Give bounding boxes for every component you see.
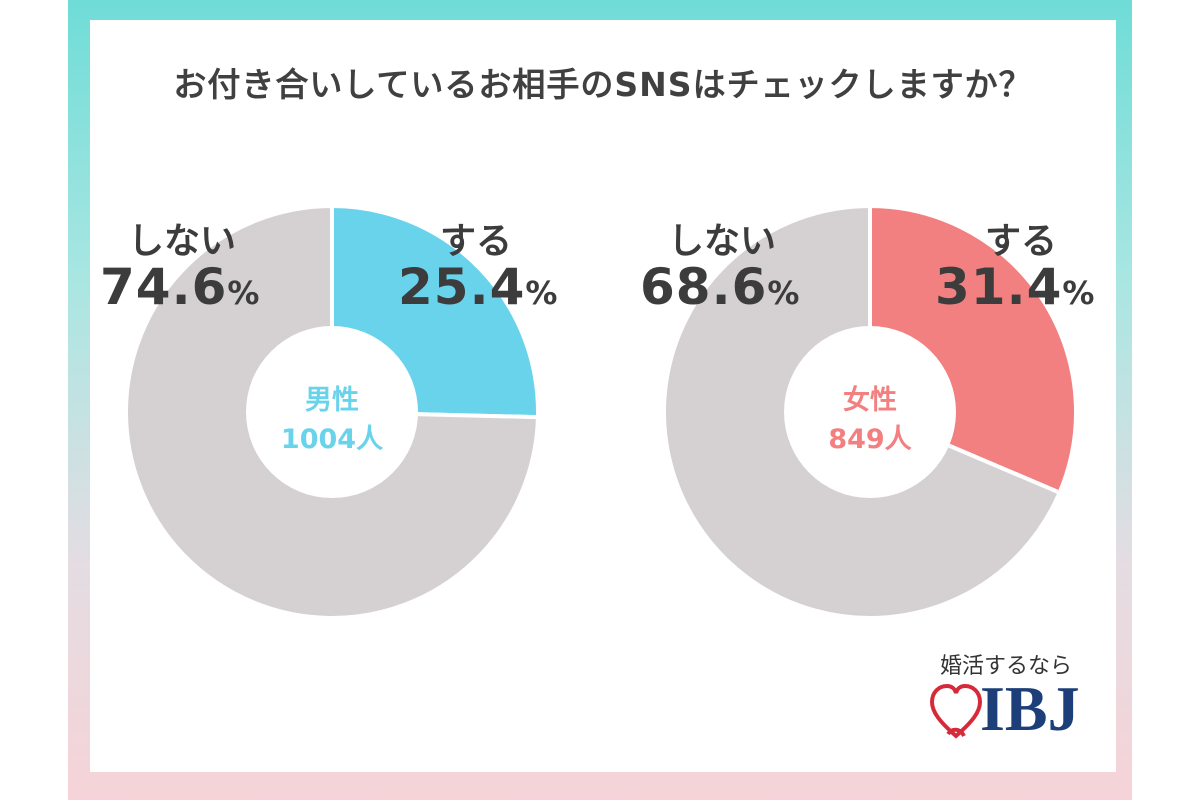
logo-brand: IBJ	[980, 673, 1080, 744]
male-no-value: 74.6%	[100, 258, 260, 316]
female-no-value: 68.6%	[640, 258, 800, 316]
male-center-label: 男性 1004人	[252, 378, 412, 456]
female-yes-label: する	[985, 221, 1058, 262]
female-donut-hole	[784, 326, 956, 498]
male-yes-value: 25.4%	[398, 258, 558, 316]
logo-tagline: 婚活するなら	[940, 654, 1073, 679]
female-center-label: 女性 849人	[790, 378, 950, 456]
male-no-value-number: 74.6	[100, 258, 228, 316]
female-group-name: 女性	[843, 385, 897, 416]
female-count: 849人	[828, 424, 912, 455]
female-yes-value-unit: %	[1062, 274, 1096, 312]
male-yes-label: する	[440, 221, 513, 262]
female-no-value-number: 68.6	[640, 258, 768, 316]
male-no-value-unit: %	[227, 274, 261, 312]
male-group-name: 男性	[305, 385, 359, 416]
female-no-label: しない	[668, 221, 777, 262]
male-yes-value-number: 25.4	[398, 258, 526, 316]
donut-chart-female	[662, 203, 1078, 620]
female-no-value-unit: %	[767, 274, 801, 312]
chart-title: お付き合いしているお相手のSNSはチェックしますか？	[173, 65, 1033, 104]
male-donut-hole	[246, 326, 418, 498]
heart-ribbon-icon	[930, 683, 983, 739]
male-count: 1004人	[280, 424, 384, 455]
female-yes-value: 31.4%	[935, 258, 1095, 316]
male-no-label: しない	[128, 221, 237, 262]
female-yes-value-number: 31.4	[935, 258, 1063, 316]
donut-chart-male	[124, 203, 540, 620]
male-yes-value-unit: %	[525, 274, 559, 312]
